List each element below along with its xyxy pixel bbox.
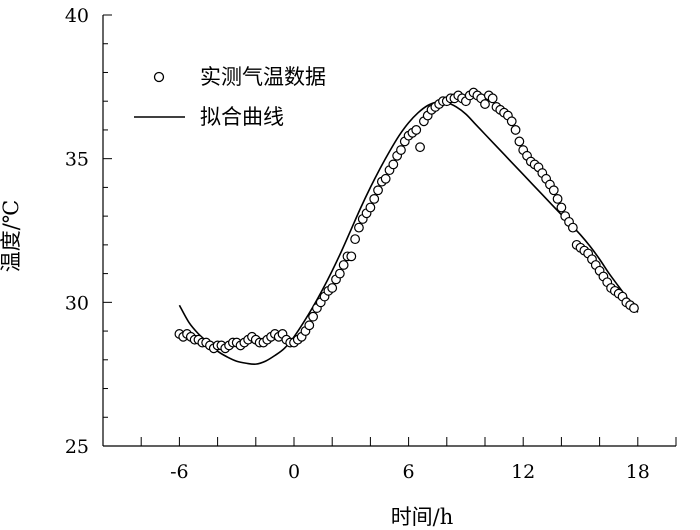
y-tick-label: 30 — [65, 292, 89, 314]
data-point — [487, 93, 498, 104]
x-tick-label: 18 — [626, 461, 650, 483]
data-point — [354, 222, 364, 233]
data-point — [506, 116, 517, 127]
data-point — [388, 159, 399, 170]
data-point — [350, 234, 361, 245]
data-point — [567, 222, 578, 233]
y-axis-title: 温度/℃ — [0, 200, 23, 273]
y-tick-label: 35 — [65, 149, 89, 171]
measured-markers-layer — [174, 87, 639, 354]
y-tick-label: 25 — [65, 436, 89, 458]
legend-marker-icon — [153, 71, 165, 83]
data-point — [380, 173, 391, 184]
data-point — [514, 136, 525, 147]
data-point — [415, 142, 425, 153]
data-point — [365, 202, 376, 213]
axes: 25 30 35 40 -6 0 6 12 18 — [65, 5, 677, 483]
legend: 实测气温数据 拟合曲线 — [134, 65, 326, 129]
y-tick-label: 40 — [65, 5, 89, 27]
data-point — [552, 193, 563, 204]
legend-label-fit: 拟合曲线 — [200, 105, 284, 129]
data-point — [411, 125, 422, 135]
data-point — [480, 99, 490, 109]
x-tick-label: -6 — [170, 461, 189, 483]
data-point — [373, 185, 383, 196]
data-point — [327, 283, 338, 293]
data-point — [308, 311, 319, 322]
data-point — [304, 320, 315, 331]
legend-label-measured: 实测气温数据 — [200, 65, 326, 89]
data-point — [548, 185, 559, 196]
x-tick-label: 12 — [511, 461, 535, 483]
data-point — [369, 193, 380, 204]
x-tick-label: 6 — [403, 461, 415, 483]
data-point — [556, 202, 567, 213]
x-tick-label: 0 — [288, 461, 300, 483]
data-point — [629, 303, 639, 313]
data-point — [396, 145, 406, 155]
data-point — [346, 251, 357, 262]
data-point — [334, 268, 345, 279]
data-point — [338, 260, 349, 270]
data-point — [510, 125, 521, 135]
x-axis-title: 时间/h — [391, 505, 454, 529]
